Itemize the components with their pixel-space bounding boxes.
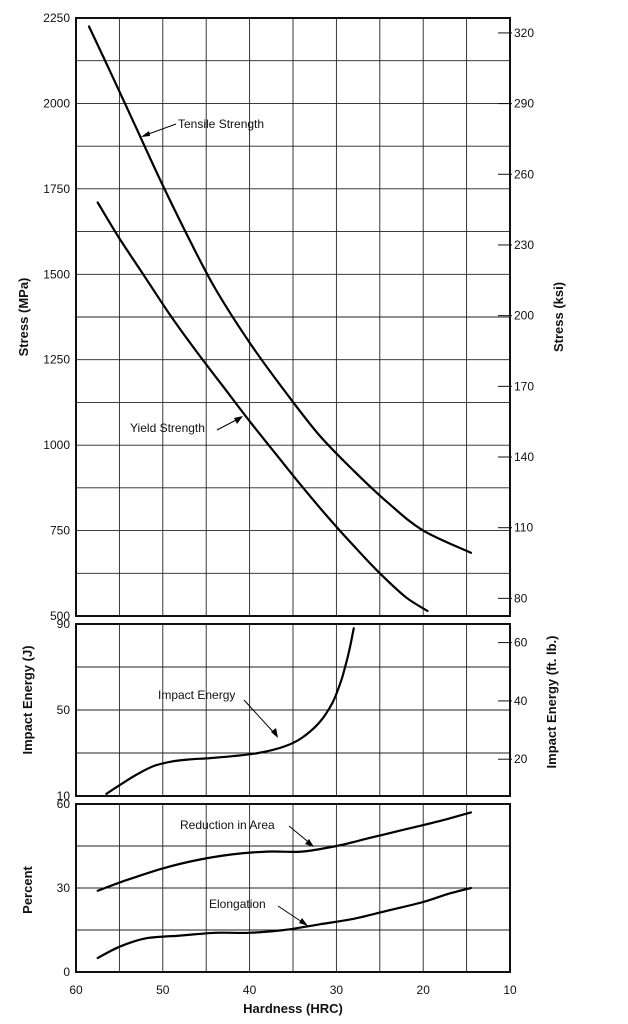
percent-tick-label: 0 [63,965,70,979]
tick-labels: 5007501000125015001750200022508011014017… [43,11,534,997]
hardness-tick-label: 50 [156,983,170,997]
series-label-elongation: Elongation [209,897,266,911]
stress-mpa-tick-label: 1000 [43,438,70,452]
stress-ksi-tick-label: 170 [514,379,534,393]
percent-panel-frame [75,803,511,973]
hardness-tick-label: 40 [243,983,257,997]
stress-ksi-axis-title: Stress (ksi) [551,282,566,352]
impact-panel-frame [75,623,511,797]
yield-strength-curve [96,201,429,612]
stress-ksi-tick-label: 200 [514,309,534,323]
impact-ftlb-tick-label: 40 [514,694,528,708]
series-label-impact: Impact Energy [158,688,235,702]
series-label-reduction: Reduction in Area [180,818,275,832]
percent-tick-label: 30 [57,881,71,895]
percent-panel-grid [76,804,510,972]
elongation-arrowhead [299,918,308,926]
impact-ftlb-axis-title: Impact Energy (ft. lb.) [544,636,559,769]
stress-ksi-tick-label: 320 [514,26,534,40]
tensile-strength-curve [87,25,472,554]
impact-j-tick-label: 10 [57,789,71,803]
impact-ftlb-tick-label: 20 [514,752,528,766]
reduction-in-area-curve [96,811,472,892]
stress-mpa-tick-label: 750 [50,524,70,538]
stress-ksi-tick-label: 260 [514,167,534,181]
stress-ksi-tick-label: 110 [514,521,533,535]
stress-mpa-tick-label: 500 [50,609,70,623]
impact-panel-grid [76,624,510,796]
impact-ftlb-tick-label: 60 [514,636,528,650]
hardness-tick-label: 30 [330,983,344,997]
stress-mpa-tick-label: 1500 [43,267,70,281]
stress-mpa-tick-label: 2000 [43,96,70,110]
yield-arrowhead [234,416,243,424]
impact-energy-curve [105,627,355,795]
hardness-tick-label: 60 [69,983,83,997]
impact-leader-arrow [243,699,277,736]
reduction-arrowhead [305,839,314,847]
stress-mpa-axis-title: Stress (MPa) [16,278,31,357]
impact-j-tick-label: 90 [57,617,71,631]
impact-j-axis-title: Impact Energy (J) [20,645,35,754]
x-axis-title: Hardness (HRC) [243,1001,343,1016]
stress-mpa-tick-label: 1750 [43,182,70,196]
impact-arrowhead [271,728,278,738]
stress-mpa-tick-label: 1250 [43,353,70,367]
stress-panel-frame [75,17,511,617]
data-curves [87,25,472,960]
tensile-arrowhead [141,131,150,137]
percent-axis-title: Percent [20,865,35,913]
elongation-curve [96,886,472,960]
stress-panel-grid [76,18,510,616]
impact-j-tick-label: 50 [57,703,71,717]
hardness-tick-label: 10 [503,983,517,997]
hardness-tick-label: 20 [417,983,431,997]
stress-ksi-tick-label: 80 [514,591,528,605]
series-label-tensile: Tensile Strength [178,117,264,131]
stress-ksi-tick-label: 230 [514,238,534,252]
stress-ksi-tick-label: 140 [514,450,534,464]
series-label-yield: Yield Strength [130,421,205,435]
percent-tick-label: 60 [57,797,71,811]
stress-mpa-tick-label: 2250 [43,11,70,25]
stress-ksi-tick-label: 290 [514,97,534,111]
